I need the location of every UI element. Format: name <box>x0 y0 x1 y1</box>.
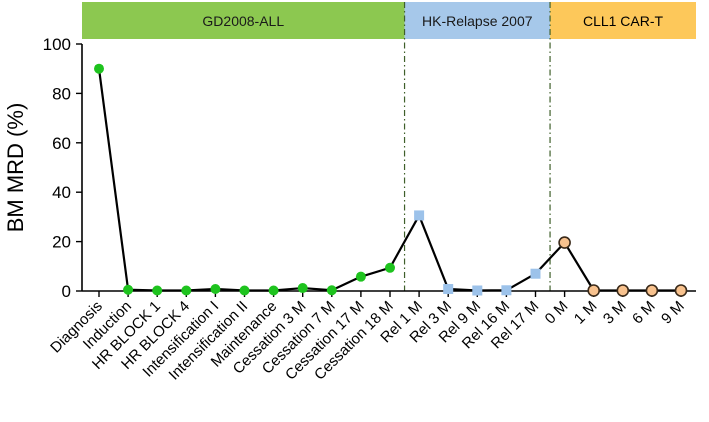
data-point <box>152 285 163 296</box>
data-point <box>587 284 601 297</box>
data-point <box>210 284 221 295</box>
series-line <box>97 68 681 292</box>
phase-label-2: CLL1 CAR-T <box>583 13 664 29</box>
data-point <box>530 268 541 279</box>
y-tick-label: 0 <box>62 282 71 301</box>
data-point <box>674 284 688 297</box>
data-point <box>94 63 104 74</box>
data-point <box>472 285 483 296</box>
data-point <box>268 285 279 296</box>
data-point <box>239 285 250 296</box>
data-point <box>616 284 630 297</box>
x-tick-label: 3 M <box>600 298 630 328</box>
data-point <box>123 284 134 295</box>
data-point <box>645 284 659 297</box>
y-axis-label: BM MRD (%) <box>3 103 28 233</box>
phase-label-1: HK-Relapse 2007 <box>422 13 533 29</box>
data-point <box>385 262 395 273</box>
y-tick-label: 60 <box>52 134 71 153</box>
y-tick-label: 40 <box>52 183 71 202</box>
data-point <box>297 283 308 294</box>
x-tick-label: 9 M <box>658 298 688 328</box>
data-point <box>443 284 454 295</box>
x-tick-label: 0 M <box>542 298 572 328</box>
data-point <box>558 236 571 249</box>
data-point <box>355 271 366 282</box>
x-tick-label: 1 M <box>571 298 601 328</box>
data-point <box>181 285 192 296</box>
data-point <box>414 210 425 221</box>
phase-band-2 <box>550 2 696 39</box>
data-point <box>501 285 512 296</box>
y-tick-label: 100 <box>43 35 71 54</box>
data-point <box>326 285 337 296</box>
phase-band-0 <box>82 2 405 39</box>
phase-label-0: GD2008-ALL <box>202 13 284 29</box>
phase-band-1 <box>404 2 551 39</box>
y-tick-label: 20 <box>52 233 71 252</box>
y-tick-label: 80 <box>52 84 71 103</box>
x-tick-label: 6 M <box>629 298 659 328</box>
